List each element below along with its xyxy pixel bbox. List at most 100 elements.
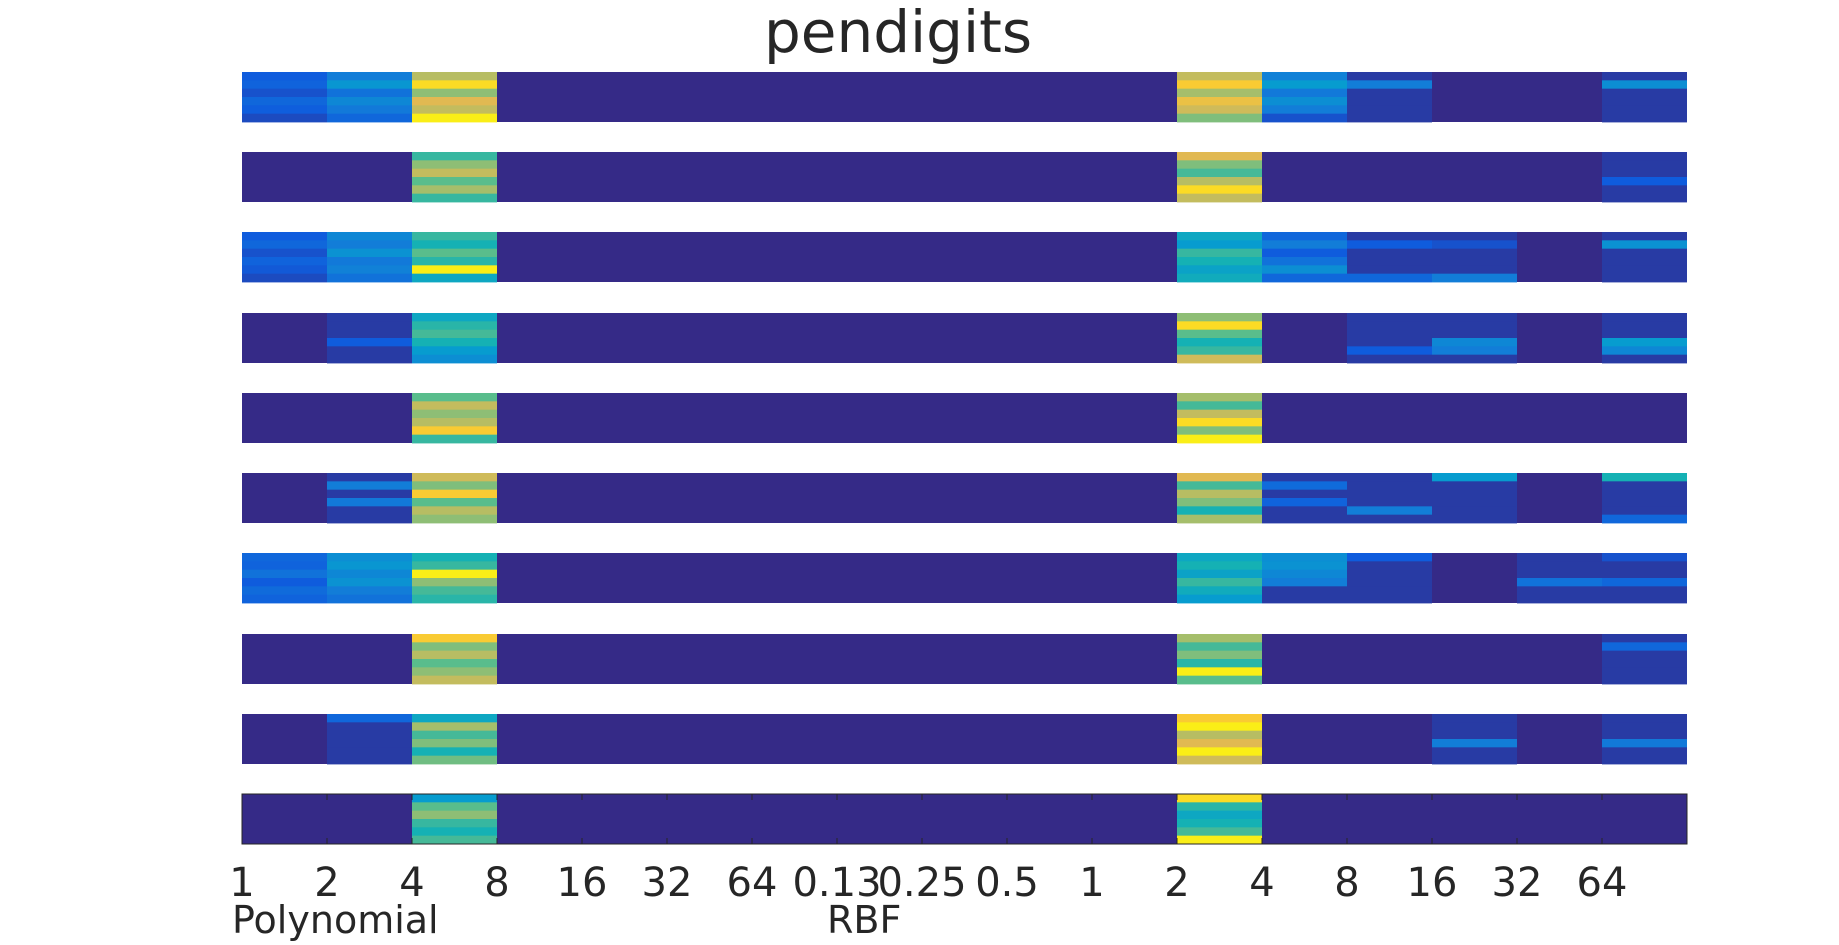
heatmap-cell (1432, 248, 1517, 258)
heatmap-cell (327, 739, 412, 748)
strip-row (242, 313, 1687, 364)
heatmap-cell (242, 248, 327, 258)
heatmap-cell (1432, 714, 1517, 723)
heatmap-cell (1517, 553, 1602, 562)
heatmap-cell (1347, 80, 1432, 90)
heatmap-cell (327, 586, 412, 596)
heatmap-cell (412, 650, 497, 660)
heatmap-cell (242, 97, 327, 106)
heatmap-cell (1602, 675, 1687, 685)
strip-row (241, 793, 1688, 845)
heatmap-cell (1262, 553, 1347, 562)
heatmap-cell (1177, 434, 1262, 444)
heatmap-cell (327, 88, 412, 98)
x-group-labels: Polynomial RBF (232, 898, 901, 942)
heatmap-cell (1262, 72, 1347, 81)
heatmap-cell (1602, 730, 1687, 740)
x-tick-label: 16 (557, 860, 608, 906)
heatmap-cell (1347, 88, 1432, 98)
heatmap-cell (1602, 321, 1687, 331)
heatmap-cell (1177, 481, 1262, 491)
heatmap-cell (1177, 514, 1262, 524)
heatmap-cell (412, 273, 497, 283)
heatmap-cell (327, 346, 412, 356)
heatmap-cell (412, 835, 497, 845)
heatmap-cell (412, 409, 497, 419)
heatmap-cell (1177, 321, 1262, 331)
heatmap-cell (1432, 730, 1517, 740)
heatmap-cell (1262, 489, 1347, 499)
heatmap-cell (412, 634, 497, 643)
heatmap-cell (1347, 240, 1432, 250)
heatmap-cell (1517, 569, 1602, 579)
axes-box (241, 793, 1688, 845)
heatmap-cell (1432, 338, 1517, 347)
heatmap-cell (327, 498, 412, 507)
heatmap-cell (327, 714, 412, 723)
heatmap-cell (412, 739, 497, 748)
heatmap-cell (327, 113, 412, 123)
heatmap-cell (1602, 634, 1687, 643)
heatmap-cell (1602, 714, 1687, 723)
heatmap-cell (1347, 338, 1432, 347)
heatmap-cell (1177, 730, 1262, 740)
heatmap-cell (327, 329, 412, 339)
heatmap-cell (1177, 185, 1262, 195)
heatmap-cell (1432, 489, 1517, 499)
strip-row (242, 152, 1687, 203)
heatmap-cell (1602, 747, 1687, 757)
heatmap-cell (242, 257, 327, 266)
heatmap-cell (412, 193, 497, 203)
heatmap-cell (1177, 426, 1262, 436)
heatmap-cell (1177, 675, 1262, 685)
heatmap-cell (412, 80, 497, 90)
heatmap-cell (412, 675, 497, 685)
heatmap-cell (1347, 346, 1432, 356)
heatmap-cell (1262, 257, 1347, 266)
heatmap-cell (1602, 561, 1687, 571)
heatmap-cell (327, 257, 412, 266)
heatmap-cell (412, 819, 497, 828)
heatmap-cell (1262, 514, 1347, 524)
heatmap-cell (412, 553, 497, 562)
heatmap-cell (1347, 97, 1432, 106)
heatmap-cell (1177, 747, 1262, 757)
strip-row (242, 72, 1687, 123)
heatmap-cell (327, 730, 412, 740)
heatmap-cell (412, 152, 497, 161)
heatmap-cell (1602, 489, 1687, 499)
heatmap-cell (1177, 168, 1262, 178)
heatmap-cell (242, 232, 327, 241)
heatmap-cell (1177, 594, 1262, 604)
strip-row (242, 393, 1687, 444)
heatmap-cell (1177, 667, 1262, 677)
heatmap-cell (1517, 594, 1602, 604)
heatmap-cell (1177, 659, 1262, 668)
heatmap-cell (412, 72, 497, 81)
heatmap-cell (1602, 88, 1687, 98)
heatmap-cell (1262, 273, 1347, 283)
heatmap-cell (1602, 97, 1687, 106)
chart-title: pendigits (764, 0, 1032, 66)
heatmap-cell (1177, 338, 1262, 347)
heatmap-cell (327, 313, 412, 322)
heatmap-cell (1262, 232, 1347, 241)
heatmap-cell (1602, 514, 1687, 524)
heatmap-cell (412, 659, 497, 668)
heatmap-cell (1432, 473, 1517, 482)
heatmap-cell (1177, 650, 1262, 660)
heatmap-cell (1432, 346, 1517, 356)
heatmap-cell (1432, 354, 1517, 364)
heatmap-cell (412, 747, 497, 757)
heatmap-cell (1602, 313, 1687, 322)
heatmap-cell (1347, 473, 1432, 482)
heatmap-cell (1517, 586, 1602, 596)
heatmap-cell (1262, 586, 1347, 596)
heatmap-cell (412, 88, 497, 98)
heatmap-cell (1177, 273, 1262, 283)
heatmap-cell (242, 105, 327, 115)
heatmap-cell (1177, 569, 1262, 579)
heatmap-cell (242, 578, 327, 587)
x-tick-label: 8 (484, 860, 509, 906)
